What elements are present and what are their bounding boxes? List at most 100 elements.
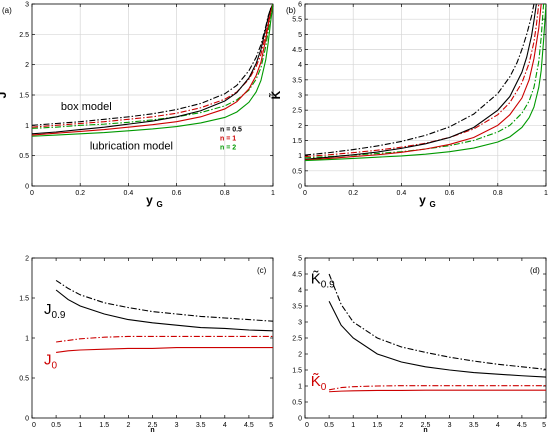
x-axis-label: y (146, 193, 153, 207)
series-line (328, 273, 546, 370)
y-tick-label: 0 (298, 416, 302, 423)
x-tick-label: 4.5 (244, 422, 254, 429)
model-annotation: box model (61, 101, 112, 113)
series-group (328, 273, 546, 393)
y-tick-label: 1 (25, 123, 29, 130)
y-tick-label: 0.5 (292, 168, 302, 175)
x-tick-label: 4 (223, 422, 227, 429)
x-tick-label: 0.4 (124, 190, 134, 197)
x-tick-label: 5 (269, 422, 273, 429)
x-tick-label: 0.8 (220, 190, 230, 197)
curve-annotation: K̃0.9 (311, 270, 335, 290)
x-tick-label: 0 (305, 422, 309, 429)
x-tick-label: 1.5 (99, 422, 109, 429)
y-tick-label: 1 (298, 153, 302, 160)
x-tick-label: 3 (448, 422, 452, 429)
x-tick-label: 0.5 (51, 422, 61, 429)
y-tick-label: 0.5 (292, 400, 302, 407)
y-tick-label: 1.5 (292, 368, 302, 375)
series-line (32, 4, 273, 129)
x-tick-label: 1 (271, 190, 275, 197)
y-tick-label: 0 (25, 184, 29, 191)
series-line (55, 289, 273, 332)
y-axis-label: K̃ (268, 90, 283, 99)
series-line (305, 4, 546, 162)
panel-b-chart: 0 0.2 0.4 0.6 0.8 1 0 0.5 1 1.5 2 2.5 3 3.5 4 4.5 5 5.5 6(… (268, 2, 548, 210)
x-tick-label: 1 (351, 422, 355, 429)
x-tick-label: 2 (399, 422, 403, 429)
y-tick-label: 2 (25, 62, 29, 69)
x-tick-label: 3.5 (469, 422, 479, 429)
y-tick-label: 2.5 (292, 336, 302, 343)
curve-annotation: J0.9 (44, 301, 66, 321)
legend-entry: n = 0.5 (220, 126, 242, 133)
y-axis-label: J (0, 92, 9, 99)
model-annotation: lubrication model (90, 141, 173, 153)
y-tick-label: 4 (298, 62, 302, 69)
series-line (32, 4, 273, 128)
x-tick-label: 0.5 (324, 422, 334, 429)
y-tick-label: 2.5 (19, 32, 29, 39)
series-line (32, 4, 273, 137)
y-tick-label: 4 (298, 288, 302, 295)
x-tick-label: 0.8 (493, 190, 503, 197)
y-tick-label: 2 (298, 123, 302, 130)
y-tick-label: 4.5 (292, 47, 302, 54)
panel-label: (b) (286, 6, 296, 15)
y-tick-label: 3.5 (292, 77, 302, 84)
x-axis-label: y (419, 193, 426, 207)
x-tick-label: 0 (30, 190, 34, 197)
x-tick-label: 2 (126, 422, 130, 429)
x-tick-label: 0 (32, 422, 36, 429)
series-group (32, 4, 273, 137)
x-axis-label-subscript: G (157, 200, 163, 209)
series-line (328, 385, 546, 391)
series-line (329, 389, 546, 393)
panel-label: (d) (530, 266, 540, 275)
y-tick-label: 1 (25, 336, 29, 343)
x-tick-label: 0.2 (75, 190, 85, 197)
y-tick-label: 0 (298, 184, 302, 191)
x-tick-label: 0 (303, 190, 307, 197)
x-tick-label: 0.2 (348, 190, 358, 197)
y-tick-label: 0 (25, 416, 29, 423)
y-tick-label: 5.5 (292, 17, 302, 24)
panel-d-chart: 0 0.5 1 1.5 2 2.5 3 3.5 4 4.5 5 0 0.5 1 1.5 2 2.5 3 3.5 4 4.… (292, 256, 547, 432)
panel-label: (a) (2, 6, 12, 15)
x-tick-label: 1.5 (372, 422, 382, 429)
y-tick-label: 1.5 (19, 93, 29, 100)
legend-entry: n = 1 (220, 135, 236, 142)
y-tick-label: 3 (25, 2, 29, 9)
y-tick-label: 4.5 (292, 272, 302, 279)
series-line (32, 4, 273, 135)
x-tick-label: 0.6 (172, 190, 182, 197)
series-line (32, 4, 273, 136)
x-axis-label: n (423, 427, 427, 432)
legend-entry: n = 2 (220, 144, 236, 151)
x-tick-label: 2.5 (148, 422, 158, 429)
x-tick-label: 3 (175, 422, 179, 429)
panel-c-chart: 0 0.5 1 1.5 2 2.5 3 3.5 4 4.5 5 0 0.5 1 1.5 2 (c) n J0.9 J0 (19, 256, 274, 432)
x-tick-label: 0.4 (397, 190, 407, 197)
series-line (56, 335, 273, 343)
y-tick-label: 0.5 (19, 153, 29, 160)
series-line (55, 279, 273, 322)
y-tick-label: 3.5 (292, 304, 302, 311)
x-tick-label: 2.5 (421, 422, 431, 429)
y-tick-label: 5 (298, 32, 302, 39)
x-tick-label: 4.5 (517, 422, 527, 429)
series-line (305, 4, 537, 160)
series-group (305, 4, 546, 162)
y-tick-label: 3 (298, 320, 302, 327)
series-line (305, 4, 545, 159)
y-tick-label: 2 (298, 352, 302, 359)
curve-annotation: J0 (44, 351, 58, 371)
x-tick-label: 4 (496, 422, 500, 429)
series-line (328, 300, 546, 378)
panel-a-chart: 0 0.2 0.4 0.6 0.8 1 0 0.5 1 1.5 2 2.5 3 (a) yG Jbox mod… (0, 2, 275, 210)
series-line (56, 347, 273, 353)
x-tick-label: 3.5 (196, 422, 206, 429)
y-tick-label: 2 (25, 256, 29, 263)
